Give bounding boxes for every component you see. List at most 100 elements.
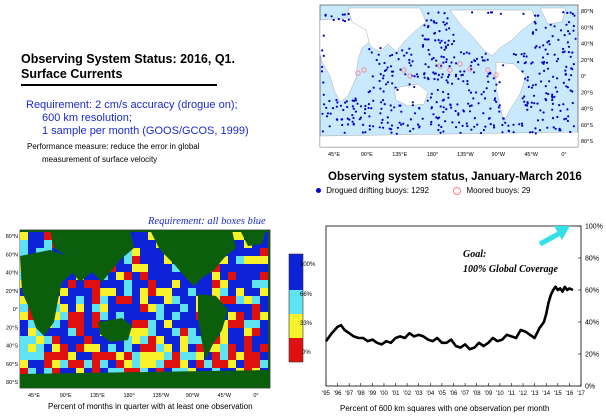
drifter-dot bbox=[546, 67, 550, 70]
coverage-cell bbox=[68, 280, 76, 288]
drifter-dot bbox=[571, 101, 574, 105]
drifter-dot bbox=[335, 105, 338, 108]
drifter-dot bbox=[328, 125, 331, 128]
drifter-dot bbox=[495, 100, 498, 103]
drifter-dot bbox=[378, 79, 381, 83]
drifter-dot bbox=[468, 110, 472, 113]
coverage-cell bbox=[236, 344, 244, 352]
moored-marker bbox=[437, 63, 443, 69]
drifter-dot bbox=[323, 103, 326, 106]
coverage-cell bbox=[252, 272, 260, 280]
coverage-cell bbox=[156, 296, 164, 304]
x-tick-label: '08 bbox=[473, 391, 481, 397]
drifter-dot bbox=[522, 55, 525, 58]
drifter-dot bbox=[391, 74, 394, 77]
title-underline bbox=[21, 84, 217, 86]
x-tick-label: '01 bbox=[392, 391, 400, 397]
goal-label: Goal: bbox=[463, 249, 486, 260]
coverage-map: 80°N 60°N 40°N 20°N 0° 20°S 40°S 60°S 80°S 45°E 9… bbox=[6, 229, 316, 399]
coverage-cell bbox=[60, 368, 68, 376]
coverage-cell bbox=[228, 344, 236, 352]
drifter-dot bbox=[445, 79, 448, 82]
drifter-dot bbox=[493, 126, 496, 129]
drifter-dot bbox=[391, 53, 394, 57]
moored-marker bbox=[401, 67, 407, 73]
drifter-dot bbox=[435, 101, 438, 104]
coverage-cell bbox=[68, 296, 76, 304]
drifter-dot bbox=[489, 123, 492, 126]
drifter-dot bbox=[443, 48, 446, 51]
coverage-cell bbox=[180, 336, 188, 344]
y-tick-label: 0% bbox=[585, 384, 595, 391]
requirement-line-1: Requirement: 2 cm/s accuracy (drogue on)… bbox=[26, 99, 238, 111]
drifter-dot bbox=[561, 51, 564, 54]
drifter-dot bbox=[321, 49, 324, 52]
drifter-dot bbox=[489, 107, 492, 110]
drifter-dot bbox=[400, 123, 403, 126]
drifter-dot bbox=[521, 124, 524, 127]
drifter-dot bbox=[422, 43, 425, 47]
drifter-dot bbox=[473, 117, 476, 120]
coverage-cell bbox=[220, 264, 228, 272]
drifter-dot bbox=[368, 48, 371, 51]
coverage-cell bbox=[244, 328, 252, 336]
drifter-dot bbox=[389, 65, 393, 68]
coverage-cell bbox=[236, 312, 244, 320]
drifter-dot bbox=[567, 45, 571, 48]
drifter-dot bbox=[526, 108, 529, 111]
drifter-dot bbox=[406, 124, 409, 127]
moored-legend-circle-icon bbox=[453, 186, 462, 195]
coverage-cell bbox=[140, 336, 148, 344]
drifter-dot bbox=[363, 112, 366, 115]
coverage-cell bbox=[28, 248, 36, 256]
coverage-cell bbox=[28, 360, 36, 368]
drifter-dot bbox=[332, 18, 335, 22]
drifter-dot bbox=[379, 73, 382, 76]
drifter-dot bbox=[364, 108, 367, 111]
coverage-cell bbox=[156, 264, 164, 272]
coverage-cell bbox=[252, 304, 260, 312]
drifter-dot bbox=[524, 77, 527, 80]
colorbar-100 bbox=[289, 254, 303, 290]
coverage-cell bbox=[132, 320, 140, 328]
coverage-cell bbox=[172, 288, 180, 296]
coverage-cell bbox=[172, 344, 180, 352]
drifter-dot bbox=[325, 106, 328, 109]
drifter-dot bbox=[558, 129, 561, 132]
drifter-dot bbox=[563, 34, 566, 37]
coverage-cell bbox=[76, 352, 84, 360]
drifter-dot bbox=[566, 86, 569, 89]
coverage-cell bbox=[36, 240, 44, 248]
coverage-cell bbox=[148, 352, 156, 360]
drifter-dot bbox=[543, 60, 546, 64]
coverage-cell bbox=[148, 272, 156, 280]
coverage-cell bbox=[212, 264, 220, 272]
drifter-dot bbox=[444, 41, 447, 44]
coverage-cell bbox=[28, 240, 36, 248]
drifter-dot bbox=[457, 112, 460, 115]
drifter-dot bbox=[566, 41, 569, 44]
colorbar-66 bbox=[289, 290, 303, 314]
drifter-dot bbox=[498, 104, 501, 107]
drifter-dot bbox=[571, 12, 574, 15]
coverage-cell bbox=[52, 312, 60, 320]
coverage-cell bbox=[228, 304, 236, 312]
drifter-dot bbox=[469, 91, 473, 94]
coverage-cell bbox=[252, 256, 260, 264]
coverage-cell bbox=[116, 344, 124, 352]
drifter-dot bbox=[525, 55, 528, 58]
coverage-cell bbox=[84, 360, 92, 368]
drifter-dot bbox=[479, 131, 483, 135]
drifter-dot bbox=[502, 117, 505, 120]
drifter-dot bbox=[557, 38, 560, 42]
drifter-dots bbox=[320, 11, 577, 135]
coverage-cell bbox=[220, 344, 228, 352]
coverage-cell bbox=[68, 312, 76, 320]
drifter-dot bbox=[465, 122, 468, 125]
drifter-dot bbox=[452, 40, 456, 43]
drifter-dot bbox=[380, 101, 383, 104]
y-tick-label: 80% bbox=[585, 256, 599, 263]
drifter-dot bbox=[534, 14, 537, 17]
coverage-cell bbox=[244, 248, 252, 256]
buoy-lat-labels: 80°N 60°N 40°N 20°N 0° 20°S 40°S 60°S 80°S bbox=[581, 9, 593, 145]
